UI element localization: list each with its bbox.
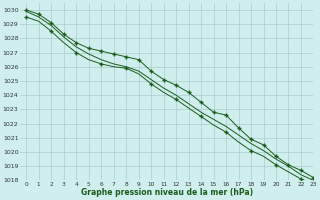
X-axis label: Graphe pression niveau de la mer (hPa): Graphe pression niveau de la mer (hPa) xyxy=(81,188,253,197)
